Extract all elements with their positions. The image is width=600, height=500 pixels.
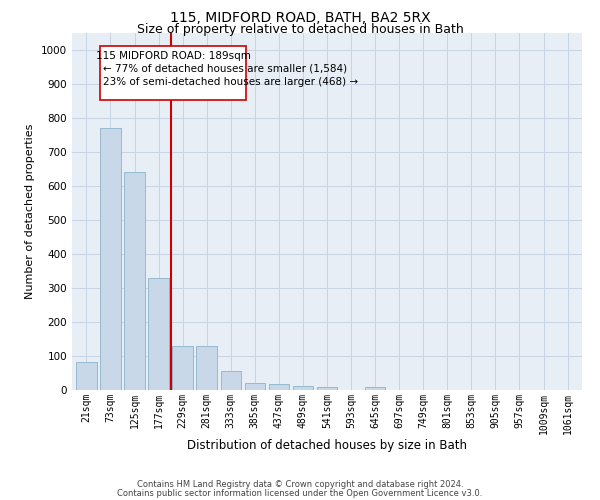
Text: 115 MIDFORD ROAD: 189sqm: 115 MIDFORD ROAD: 189sqm <box>95 50 250 60</box>
Bar <box>148 278 169 390</box>
Bar <box>124 172 145 390</box>
Bar <box>245 382 265 390</box>
Bar <box>365 388 385 390</box>
Bar <box>172 346 193 390</box>
Bar <box>76 362 97 390</box>
Text: 23% of semi-detached houses are larger (468) →: 23% of semi-detached houses are larger (… <box>103 76 358 86</box>
Text: Contains public sector information licensed under the Open Government Licence v3: Contains public sector information licen… <box>118 488 482 498</box>
Text: Contains HM Land Registry data © Crown copyright and database right 2024.: Contains HM Land Registry data © Crown c… <box>137 480 463 489</box>
Bar <box>221 370 241 390</box>
FancyBboxPatch shape <box>100 46 247 100</box>
Bar <box>269 384 289 390</box>
Text: ← 77% of detached houses are smaller (1,584): ← 77% of detached houses are smaller (1,… <box>103 64 347 74</box>
X-axis label: Distribution of detached houses by size in Bath: Distribution of detached houses by size … <box>187 440 467 452</box>
Text: 115, MIDFORD ROAD, BATH, BA2 5RX: 115, MIDFORD ROAD, BATH, BA2 5RX <box>170 11 430 25</box>
Bar <box>100 128 121 390</box>
Text: Size of property relative to detached houses in Bath: Size of property relative to detached ho… <box>137 22 463 36</box>
Bar <box>317 388 337 390</box>
Bar <box>196 346 217 390</box>
Y-axis label: Number of detached properties: Number of detached properties <box>25 124 35 299</box>
Bar <box>293 386 313 390</box>
